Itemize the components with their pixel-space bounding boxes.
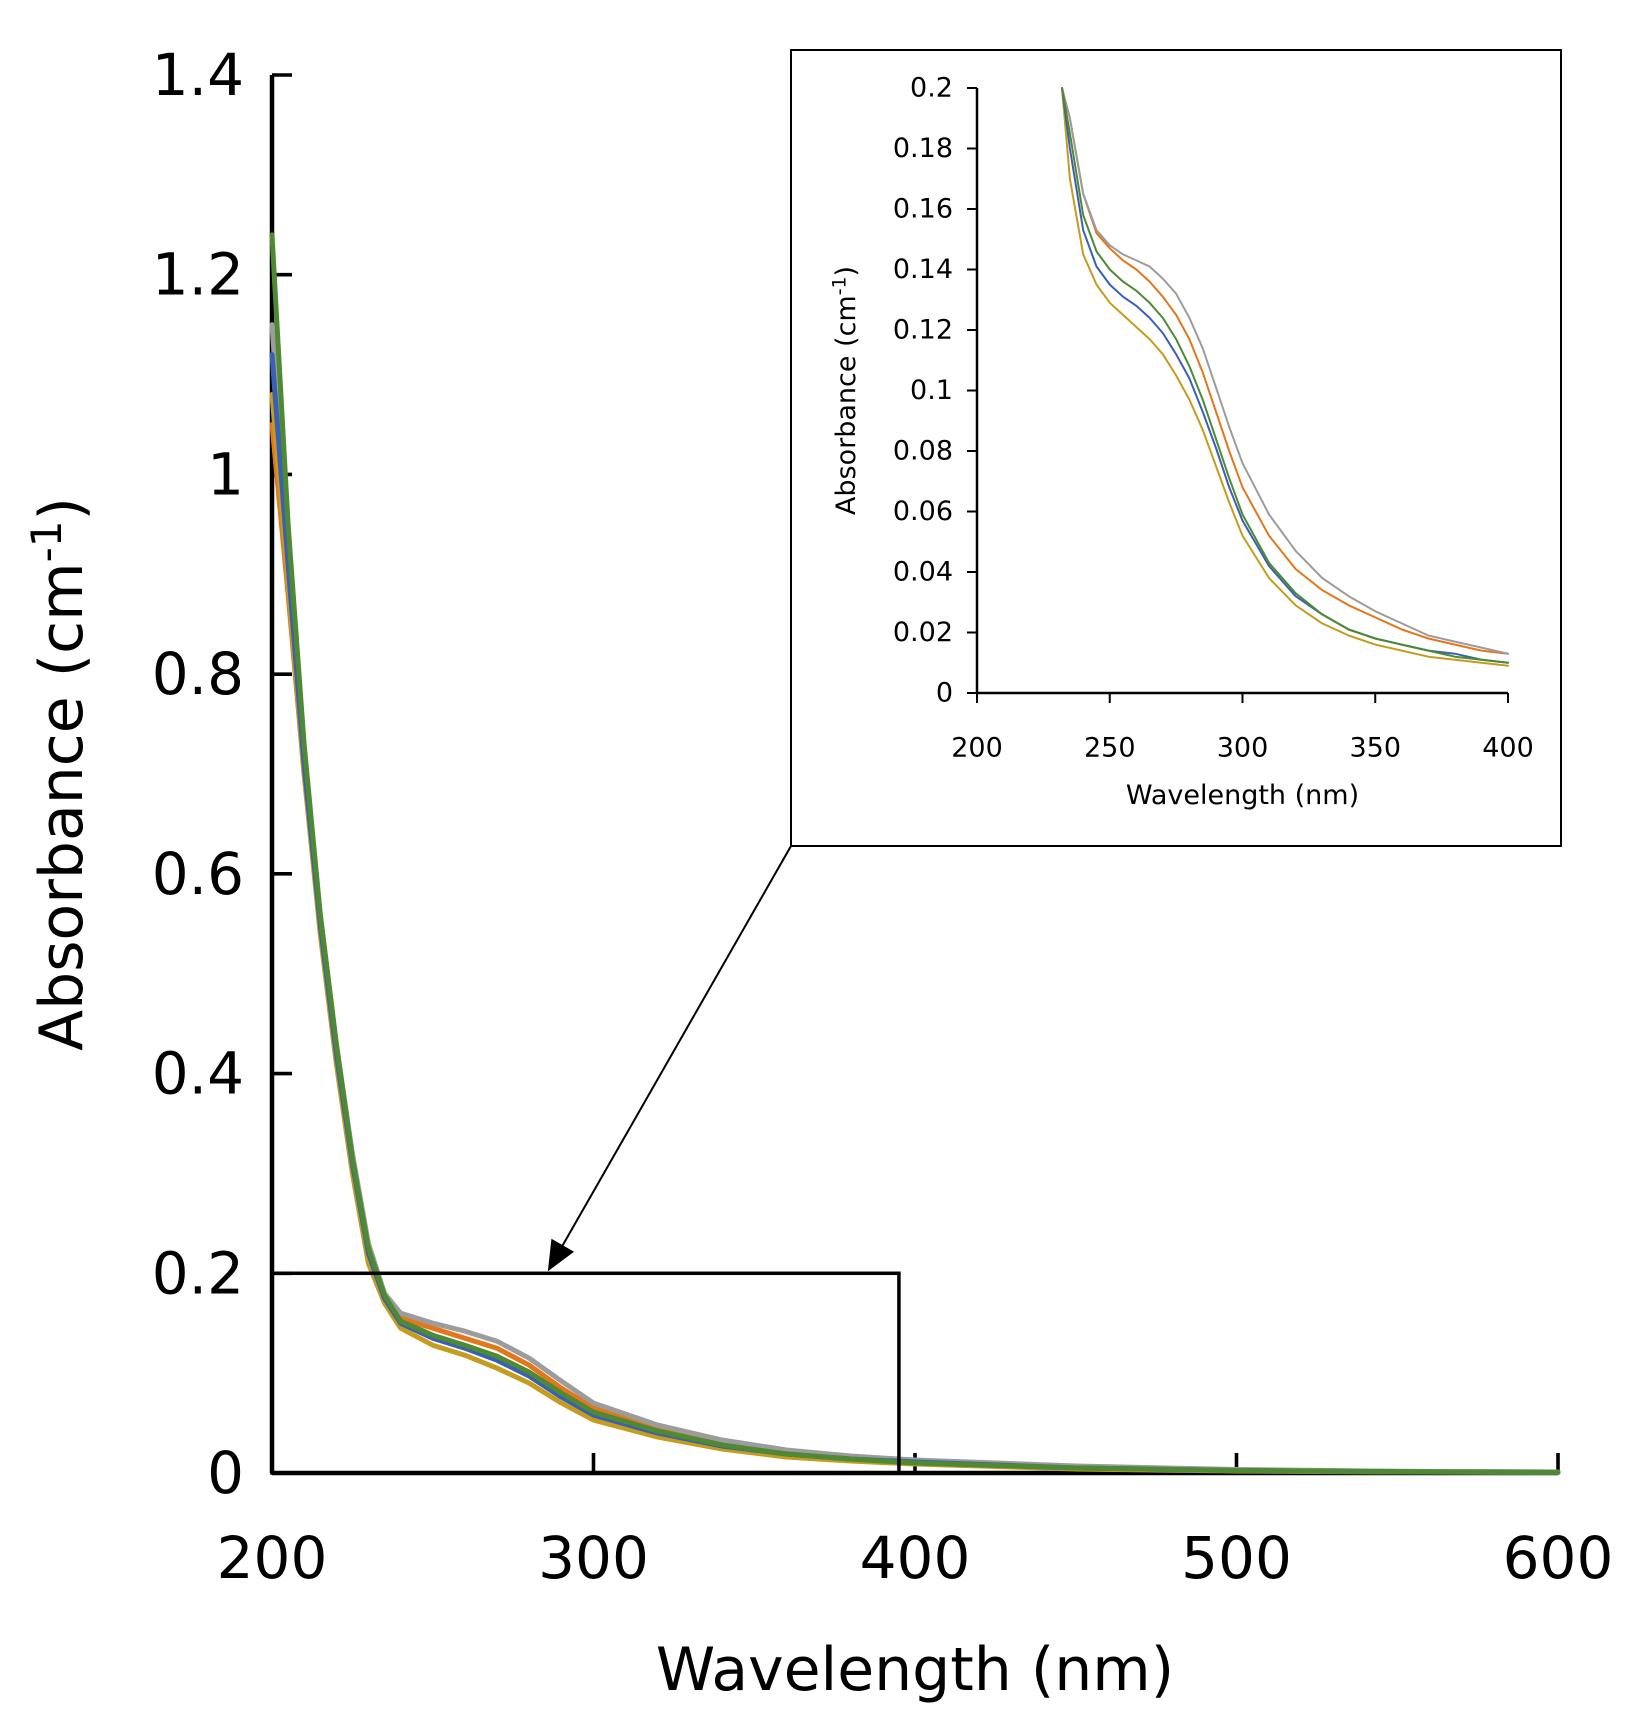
main-y-tick-label: 0.2 <box>152 1239 244 1307</box>
inset-y-tick-label: 0.16 <box>893 194 953 225</box>
inset-y-axis-title-sup: -1 <box>829 276 851 295</box>
main-y-tick-label: 0 <box>207 1439 244 1507</box>
inset-y-tick-label: 0.08 <box>893 436 953 467</box>
main-x-tick-label: 400 <box>860 1524 971 1592</box>
main-plot: 0 0.2 0.4 0.6 0.8 1 1.2 1.4 200 300 400 500 600 Wavel… <box>22 41 1613 1705</box>
main-series-green <box>269 232 1561 1475</box>
inset-y-tick-label: 0.04 <box>893 557 953 588</box>
inset-y-axis-title: Absorbance (cm-1) <box>829 266 862 515</box>
inset-y-tick-label: 0.2 <box>910 73 953 104</box>
inset-x-tick-label: 350 <box>1349 733 1401 764</box>
inset-y-tick-label: 0.18 <box>893 133 953 164</box>
main-y-tick-label: 1.4 <box>152 41 244 109</box>
main-y-axis-title: Absorbance (cm-1) <box>22 497 97 1051</box>
zoom-arrow-line <box>554 845 792 1258</box>
inset-y-tick-label: 0.12 <box>893 315 953 346</box>
inset-y-tick-label: 0 <box>936 678 953 709</box>
inset-x-tick-label: 200 <box>951 733 1003 764</box>
main-y-tick-label: 1.2 <box>152 241 244 309</box>
inset-x-axis-title: Wavelength (nm) <box>1126 780 1359 811</box>
main-y-tick-label: 0.4 <box>152 1040 244 1108</box>
zoom-arrow-head <box>547 1238 575 1272</box>
inset-series-gray <box>1061 87 1509 655</box>
inset-x-tick-label: 400 <box>1482 733 1534 764</box>
inset-y-axis-title-close: ) <box>831 266 862 277</box>
inset-y-tick-label: 0.14 <box>893 254 953 285</box>
main-x-tick-label: 200 <box>217 1524 328 1592</box>
inset-y-axis-title-base: Absorbance (cm <box>831 295 862 515</box>
main-x-tick-label: 500 <box>1181 1524 1292 1592</box>
zoom-region-box <box>270 1271 901 1475</box>
main-x-tick-label: 600 <box>1503 1524 1614 1592</box>
inset-y-tick-label: 0.1 <box>910 375 953 406</box>
main-y-tick-label: 0.8 <box>152 640 244 708</box>
inset-series-green <box>1061 87 1509 664</box>
inset-series-orange <box>1061 87 1509 655</box>
main-x-axis-title: Wavelength (nm) <box>656 1635 1174 1705</box>
inset-x-tick-label: 300 <box>1217 733 1269 764</box>
inset-y-tick-label: 0.02 <box>893 617 953 648</box>
inset-x-tick-label: 250 <box>1084 733 1136 764</box>
main-y-tick-label: 1 <box>207 440 244 508</box>
main-y-axis-title-close: ) <box>27 497 97 520</box>
main-y-axis-title-base: Absorbance (cm <box>27 562 97 1050</box>
main-x-tick-label: 300 <box>538 1524 649 1592</box>
inset-plot: 0 0.02 0.04 0.06 0.08 0.1 0.12 0.14 0.16 0.18 0.2 2… <box>790 49 1562 847</box>
main-y-axis-title-sup: -1 <box>22 521 71 563</box>
inset-frame <box>790 49 1562 847</box>
main-y-tick-label: 0.6 <box>152 840 244 908</box>
zoom-callout <box>270 845 901 1475</box>
inset-series-gold <box>1061 87 1509 667</box>
inset-y-tick-label: 0.06 <box>893 496 953 527</box>
